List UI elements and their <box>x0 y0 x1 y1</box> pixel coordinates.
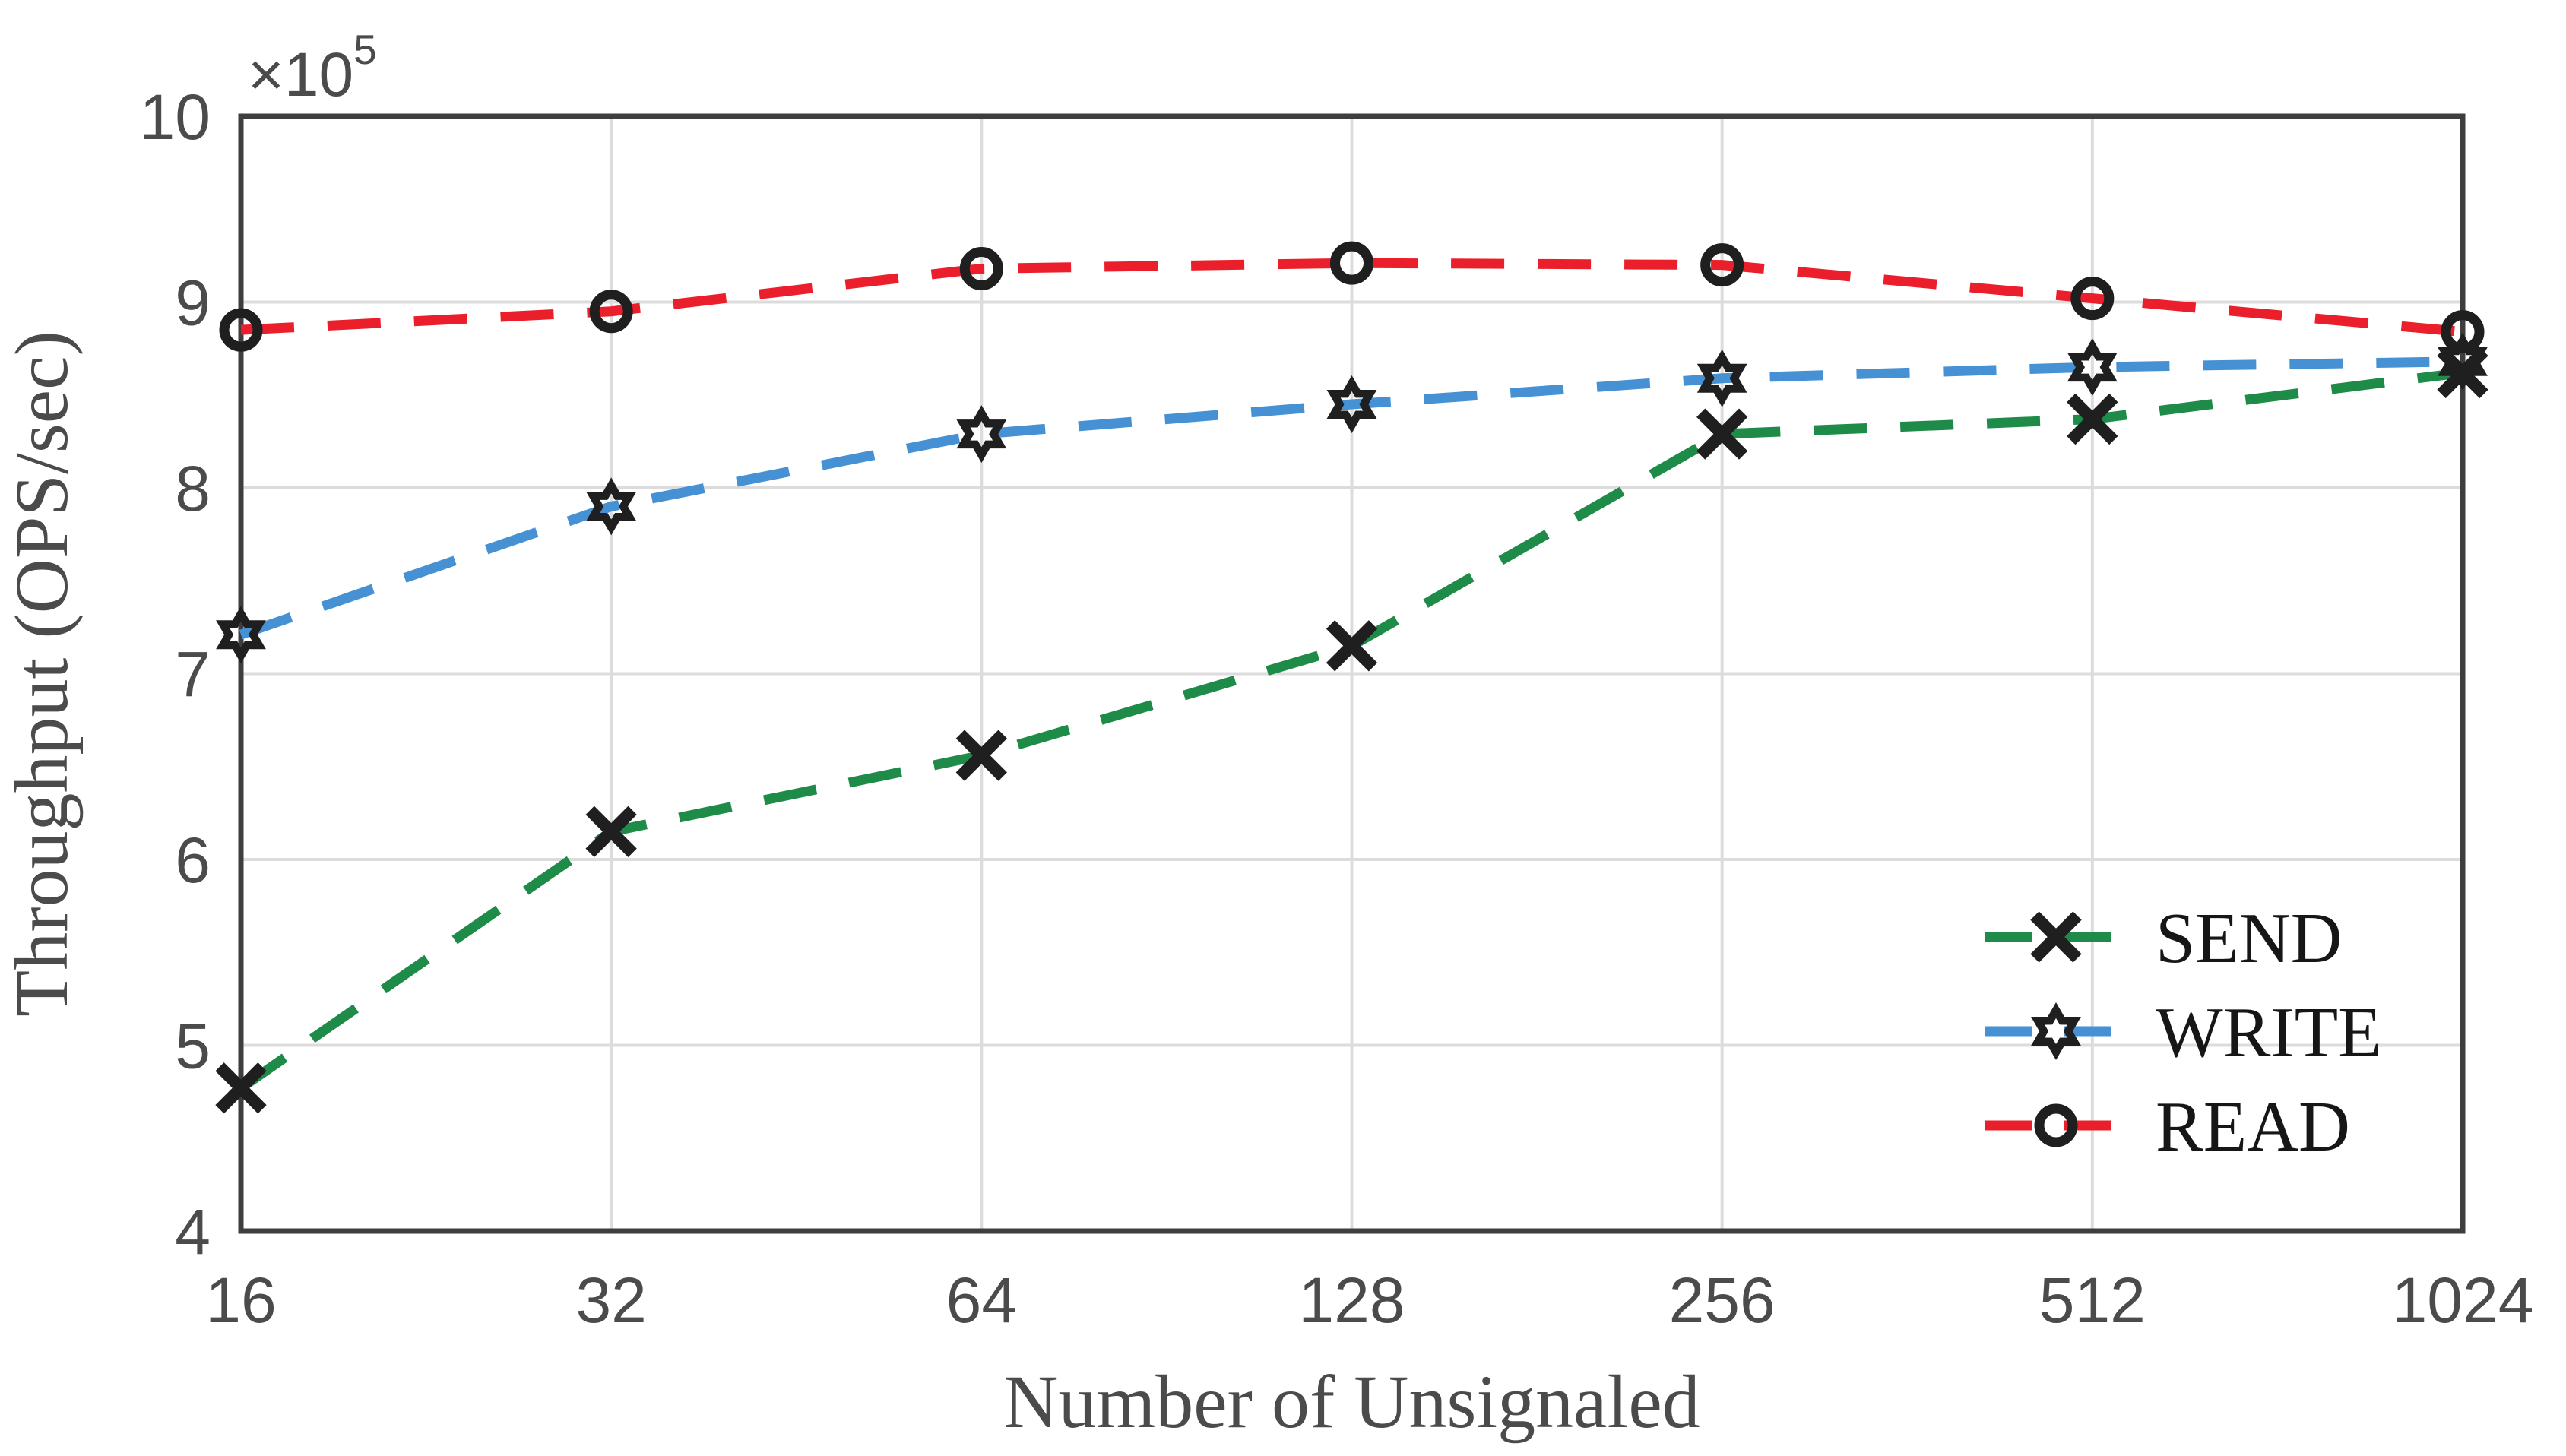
series-line-read <box>240 258 2463 337</box>
y-tick-label: 6 <box>175 825 211 896</box>
circle-marker-icon <box>2070 277 2115 321</box>
circle-marker-icon <box>219 308 263 352</box>
y-tick-label: 4 <box>175 1196 211 1268</box>
x-tick-label: 32 <box>575 1265 646 1336</box>
series-markers-write <box>216 332 2488 664</box>
y-tick-label: 5 <box>175 1011 211 1082</box>
x-marker-icon <box>1326 620 1378 672</box>
x-tick-label: 1024 <box>2392 1265 2534 1336</box>
star-marker-icon <box>2067 338 2118 397</box>
y-tick-label: 9 <box>175 267 211 339</box>
y-tick-label: 7 <box>175 639 211 711</box>
star-marker-icon <box>2031 1002 2081 1060</box>
y-axis-title: Throughput (OPS/sec) <box>0 331 84 1017</box>
x-marker-icon <box>2030 911 2082 963</box>
y-tick-label: 10 <box>140 81 211 153</box>
x-tick-label: 64 <box>946 1265 1017 1336</box>
star-marker-icon <box>1326 375 1377 433</box>
x-marker-icon <box>585 806 637 857</box>
circle-marker-icon <box>959 246 1003 290</box>
star-marker-icon <box>956 405 1007 464</box>
y-axis-tick-labels: 4 5 6 7 8 9 10 <box>140 81 211 1268</box>
series-markers-send <box>215 347 2488 1114</box>
x-tick-label: 256 <box>1669 1265 1776 1336</box>
legend-item-send: SEND <box>1985 899 2342 978</box>
circle-marker-icon <box>2034 1103 2078 1147</box>
y-tick-label: 8 <box>175 453 211 524</box>
y-axis-exponent: ×105 <box>248 26 377 109</box>
circle-marker-icon <box>1330 241 1373 285</box>
circle-marker-icon <box>2441 310 2485 354</box>
x-marker-icon <box>2067 393 2118 445</box>
exponent-power: 5 <box>353 26 377 73</box>
circle-marker-icon <box>1700 243 1744 287</box>
series-line-write <box>239 356 2463 640</box>
circle-marker-icon <box>589 290 633 334</box>
plot-frame <box>238 113 2466 1234</box>
star-marker-icon <box>586 477 637 536</box>
legend-label: WRITE <box>2156 993 2382 1072</box>
x-marker-icon <box>215 1062 267 1114</box>
star-marker-icon <box>1696 349 1747 407</box>
x-tick-label: 512 <box>2039 1265 2146 1336</box>
star-marker-icon <box>216 606 266 664</box>
legend-label: SEND <box>2156 899 2342 978</box>
x-marker-icon <box>1696 408 1748 460</box>
x-marker-icon <box>955 730 1007 781</box>
x-tick-label: 128 <box>1298 1265 1405 1336</box>
legend-item-read: READ <box>1985 1087 2350 1166</box>
exponent-base: ×10 <box>248 40 353 109</box>
legend: SEND WRITE READ <box>1985 899 2382 1166</box>
x-axis-title: Number of Unsignaled <box>1003 1359 1700 1444</box>
x-axis-tick-labels: 16 32 64 128 256 512 1024 <box>205 1265 2533 1336</box>
x-tick-label: 16 <box>205 1265 276 1336</box>
legend-label: READ <box>2156 1087 2350 1166</box>
series-markers-read <box>219 241 2485 354</box>
legend-item-write: WRITE <box>1985 993 2382 1072</box>
